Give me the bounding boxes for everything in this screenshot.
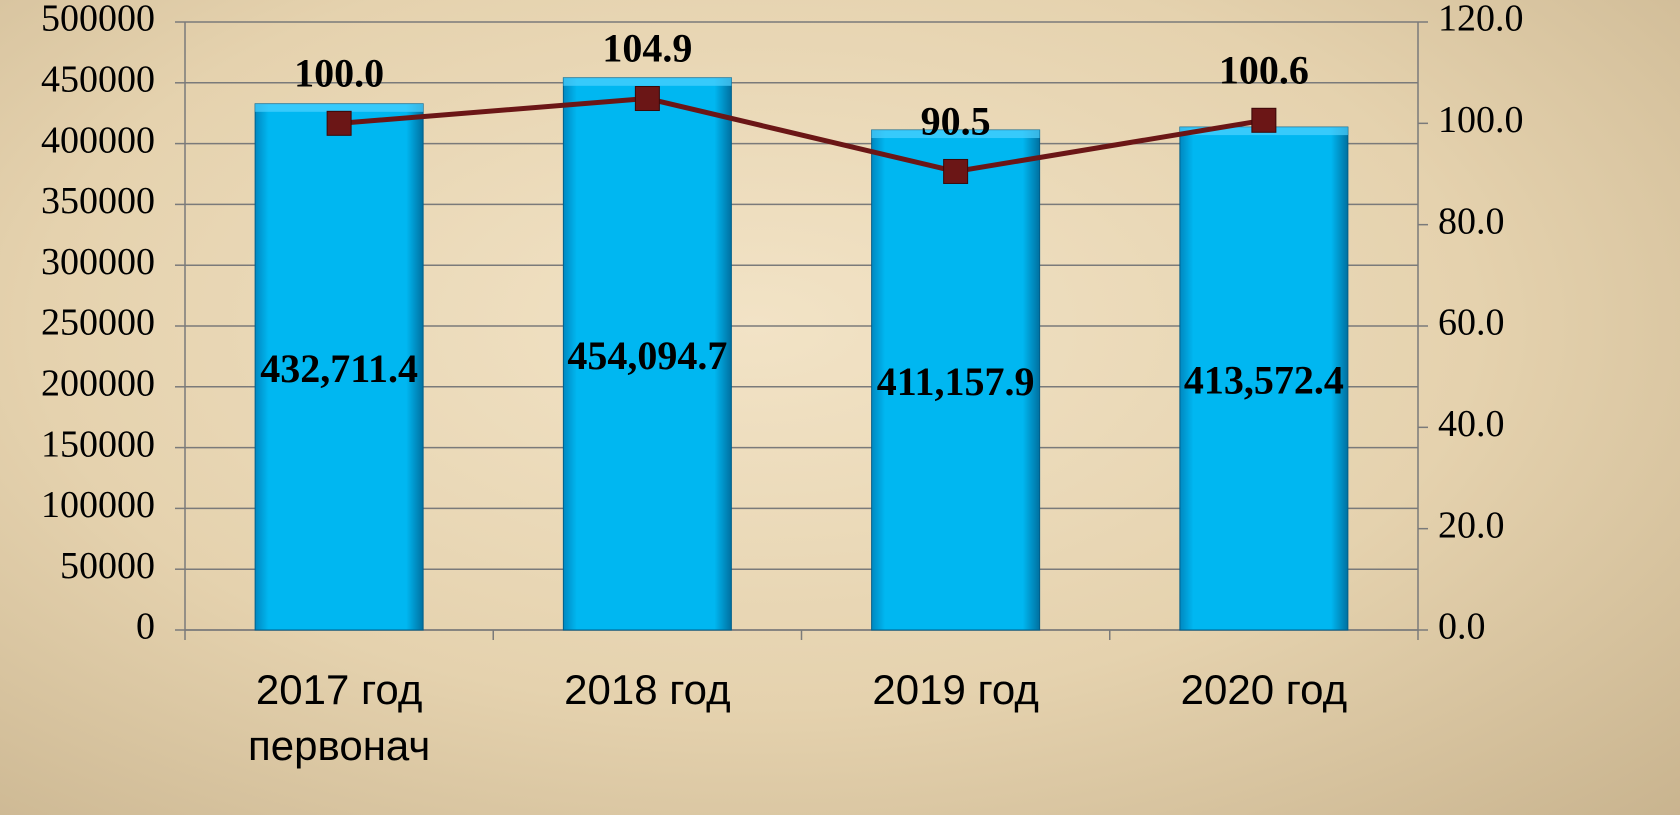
y-tick-label: 400000	[41, 119, 155, 161]
bar-top	[255, 103, 424, 112]
y-tick-label: 250000	[41, 302, 155, 344]
bar-value-label: 454,094.7	[567, 333, 727, 378]
y-tick-label: 150000	[41, 423, 155, 465]
line-marker	[1251, 107, 1277, 133]
bar-value-label: 413,572.4	[1184, 358, 1344, 403]
bar-value-label: 411,157.9	[877, 359, 1035, 404]
bar-top	[871, 130, 1040, 139]
y-tick-label: 100000	[41, 484, 155, 526]
y2-tick-label: 120.0	[1438, 0, 1524, 40]
bar	[562, 77, 732, 631]
x-tick-label: 2019 год	[872, 666, 1039, 713]
y-tick-label: 500000	[41, 0, 155, 40]
bar	[871, 129, 1041, 631]
y2-tick-label: 80.0	[1438, 200, 1505, 242]
x-tick-label: 2018 год	[564, 666, 731, 713]
x-tick-label: 2020 год	[1180, 666, 1348, 713]
y-tick-label: 200000	[41, 363, 155, 405]
y2-tick-label: 20.0	[1438, 504, 1505, 546]
y-tick-label: 0	[136, 606, 155, 648]
y-tick-label: 300000	[41, 241, 155, 283]
y2-tick-label: 100.0	[1438, 99, 1524, 141]
line-value-label: 90.5	[921, 99, 991, 144]
y2-tick-label: 60.0	[1438, 302, 1505, 344]
line-value-label: 100.6	[1219, 47, 1309, 92]
bar	[254, 103, 424, 631]
line	[338, 95, 1265, 175]
line-marker	[634, 86, 660, 112]
line-value-label: 100.0	[294, 51, 384, 96]
bar-value-label: 432,711.4	[260, 346, 418, 391]
bar-top	[563, 77, 732, 86]
line-marker	[943, 158, 969, 184]
line-marker	[326, 110, 352, 136]
y-tick-label: 450000	[41, 59, 155, 101]
x-tick-label: 2017 год первонач	[248, 666, 431, 769]
bar	[1179, 126, 1349, 631]
y-tick-label: 50000	[60, 545, 155, 587]
y-tick-label: 350000	[41, 180, 155, 222]
y2-tick-label: 40.0	[1438, 403, 1505, 445]
line-value-label: 104.9	[602, 26, 692, 71]
y2-tick-label: 0.0	[1438, 606, 1486, 648]
